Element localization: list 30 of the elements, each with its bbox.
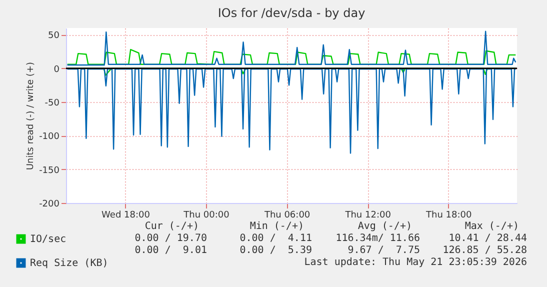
text: 0.00 / 4.11 — [240, 233, 312, 245]
text: 0.00 / 9.01 — [134, 245, 207, 257]
y-tick-label: -100 — [39, 132, 60, 142]
y-tick-label: -50 — [44, 98, 60, 109]
text: 126.85 / 55.28 — [442, 245, 527, 257]
x-tick-label: Wed 18:00 — [102, 210, 150, 220]
y-tick-label: 50 — [48, 31, 60, 42]
x-tick-label: Thu 00:00 — [182, 210, 230, 220]
text: 0.00 / 5.39 — [240, 245, 312, 257]
y-axis-title: Units read (-) / write (+) — [26, 62, 36, 170]
legend-label: Req Size (KB) — [30, 258, 108, 269]
y-tick-label: 0 — [54, 64, 60, 75]
legend-label: IO/sec — [30, 234, 66, 245]
text: Cur (-/+) — [144, 221, 199, 233]
y-tick-label: -200 — [39, 200, 60, 210]
x-tick-label: Thu 06:00 — [263, 210, 310, 220]
x-tick-label: Thu 12:00 — [344, 210, 392, 220]
y-tick-label: -150 — [39, 166, 60, 176]
x-tick-label: Thu 18:00 — [424, 210, 472, 220]
text: 0.00 / 19.70 — [134, 233, 207, 245]
text: Min (-/+) — [250, 221, 304, 233]
text: Max (-/+) — [464, 221, 519, 233]
text: 9.67 / 7.75 — [348, 245, 420, 257]
line-series — [66, 68, 516, 154]
chart-title: IOs for /dev/sda - by day — [218, 6, 366, 20]
line-series — [66, 30, 516, 66]
text: Avg (-/+) — [358, 221, 412, 233]
text: 10.41 / 28.44 — [448, 233, 527, 245]
text: Last update: Thu May 21 23:05:39 2026 — [304, 257, 527, 269]
text: 116.34m/ 11.66 — [336, 233, 420, 245]
